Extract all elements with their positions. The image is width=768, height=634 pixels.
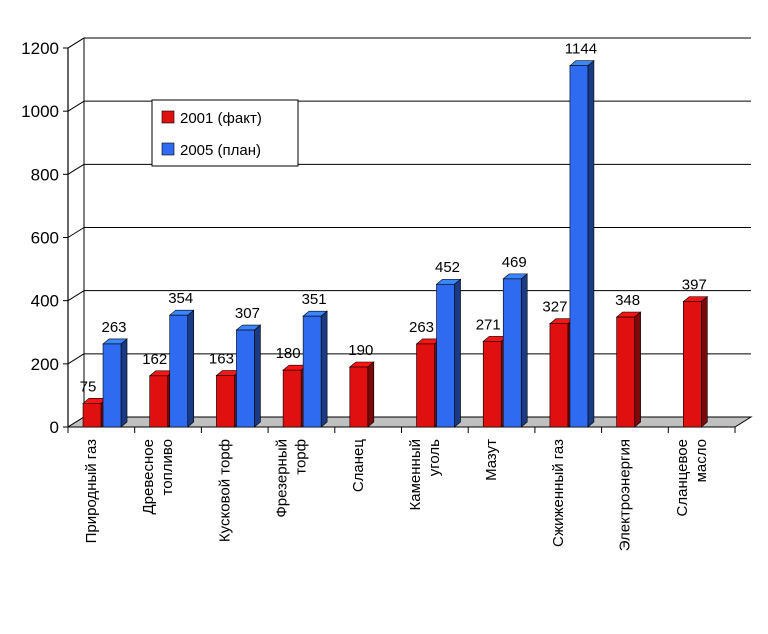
- bar-2005-side: [120, 338, 128, 428]
- data-label-2005: 263: [102, 319, 127, 336]
- bar-2005: [102, 343, 122, 428]
- data-label-2001: 163: [209, 351, 234, 368]
- data-label-2001: 348: [615, 292, 640, 309]
- bar-2005-side: [520, 273, 528, 428]
- data-label-2001: 397: [682, 277, 707, 294]
- x-category-label: Природный газ: [83, 439, 100, 544]
- y-tick-label: 800: [31, 165, 59, 184]
- y-tick-label: 1000: [21, 102, 59, 121]
- y-tick-label: 200: [31, 355, 59, 374]
- bar-2001: [282, 369, 302, 428]
- bar-2005: [236, 329, 255, 428]
- legend-box: [151, 99, 299, 167]
- x-category-label: топливо: [159, 439, 176, 495]
- bar-2001: [349, 366, 369, 428]
- gridline-side: [67, 37, 85, 49]
- bar-2005: [302, 315, 322, 428]
- legend-label: 2005 (план): [180, 142, 261, 159]
- x-category-label: Каменный: [407, 439, 424, 510]
- x-category-label: Кусковой торф: [216, 439, 233, 542]
- data-label-2005: 351: [302, 291, 327, 308]
- x-category-label: Сжиженный газ: [550, 439, 567, 547]
- data-label-2005: 307: [235, 305, 260, 322]
- gridline-side: [67, 290, 85, 302]
- bar-2001: [549, 323, 569, 428]
- x-category-label: Сланец: [350, 439, 367, 493]
- data-label-2005: 1144: [565, 41, 597, 58]
- bar-2005-side: [254, 324, 261, 428]
- gridline-side: [67, 227, 85, 238]
- bar-2001-side: [701, 295, 708, 428]
- bar-2001-side: [367, 361, 375, 428]
- bar-2005-side: [454, 278, 461, 428]
- bar-2001: [683, 301, 702, 428]
- data-label-2005: 354: [168, 290, 193, 307]
- bar-2005-side: [320, 310, 328, 428]
- x-category-label: Древесное: [140, 439, 157, 514]
- bar-2001: [82, 403, 102, 428]
- bar-2001: [616, 316, 635, 428]
- y-tick-label: 600: [31, 229, 59, 248]
- gridline-side: [67, 100, 85, 112]
- x-category-label: уголь: [426, 439, 443, 476]
- legend-label: 2001 (факт): [180, 110, 262, 127]
- bar-2005-side: [187, 309, 195, 428]
- gridline-side: [67, 163, 85, 175]
- x-category-label: Фрезерный: [274, 439, 291, 518]
- x-category-label: Электроэнергия: [617, 439, 634, 551]
- y-tick-label: 400: [31, 292, 59, 311]
- data-label-2001: 180: [276, 345, 301, 362]
- bar-2005: [436, 283, 455, 428]
- data-label-2001: 190: [348, 342, 373, 359]
- x-category-label: Сланцевое: [674, 439, 691, 516]
- bar-2001: [416, 343, 435, 428]
- gridline-side: [67, 353, 85, 365]
- data-label-2001: 75: [80, 378, 97, 395]
- y-tick-label: 0: [50, 418, 59, 437]
- bar-2005: [569, 65, 589, 428]
- bar-2001: [149, 375, 169, 428]
- x-category-label: торф: [293, 439, 310, 475]
- bar-2001-side: [634, 311, 641, 428]
- data-label-2005: 469: [502, 254, 527, 271]
- bar-2005: [169, 314, 189, 428]
- legend-swatch: [161, 142, 175, 156]
- x-category-label: Мазут: [483, 439, 500, 481]
- y-tick-label: 1200: [21, 39, 59, 58]
- bar-2005-side: [587, 60, 595, 428]
- data-label-2001: 327: [542, 299, 567, 316]
- bar-2005: [502, 278, 522, 428]
- data-label-2001: 271: [476, 316, 501, 333]
- legend-swatch: [161, 110, 175, 124]
- data-label-2001: 162: [142, 351, 167, 368]
- bar-2001: [482, 341, 502, 428]
- bar-2001: [216, 375, 235, 428]
- data-label-2005: 452: [435, 259, 460, 276]
- x-category-label: масло: [693, 439, 710, 482]
- data-label-2001: 263: [409, 319, 434, 336]
